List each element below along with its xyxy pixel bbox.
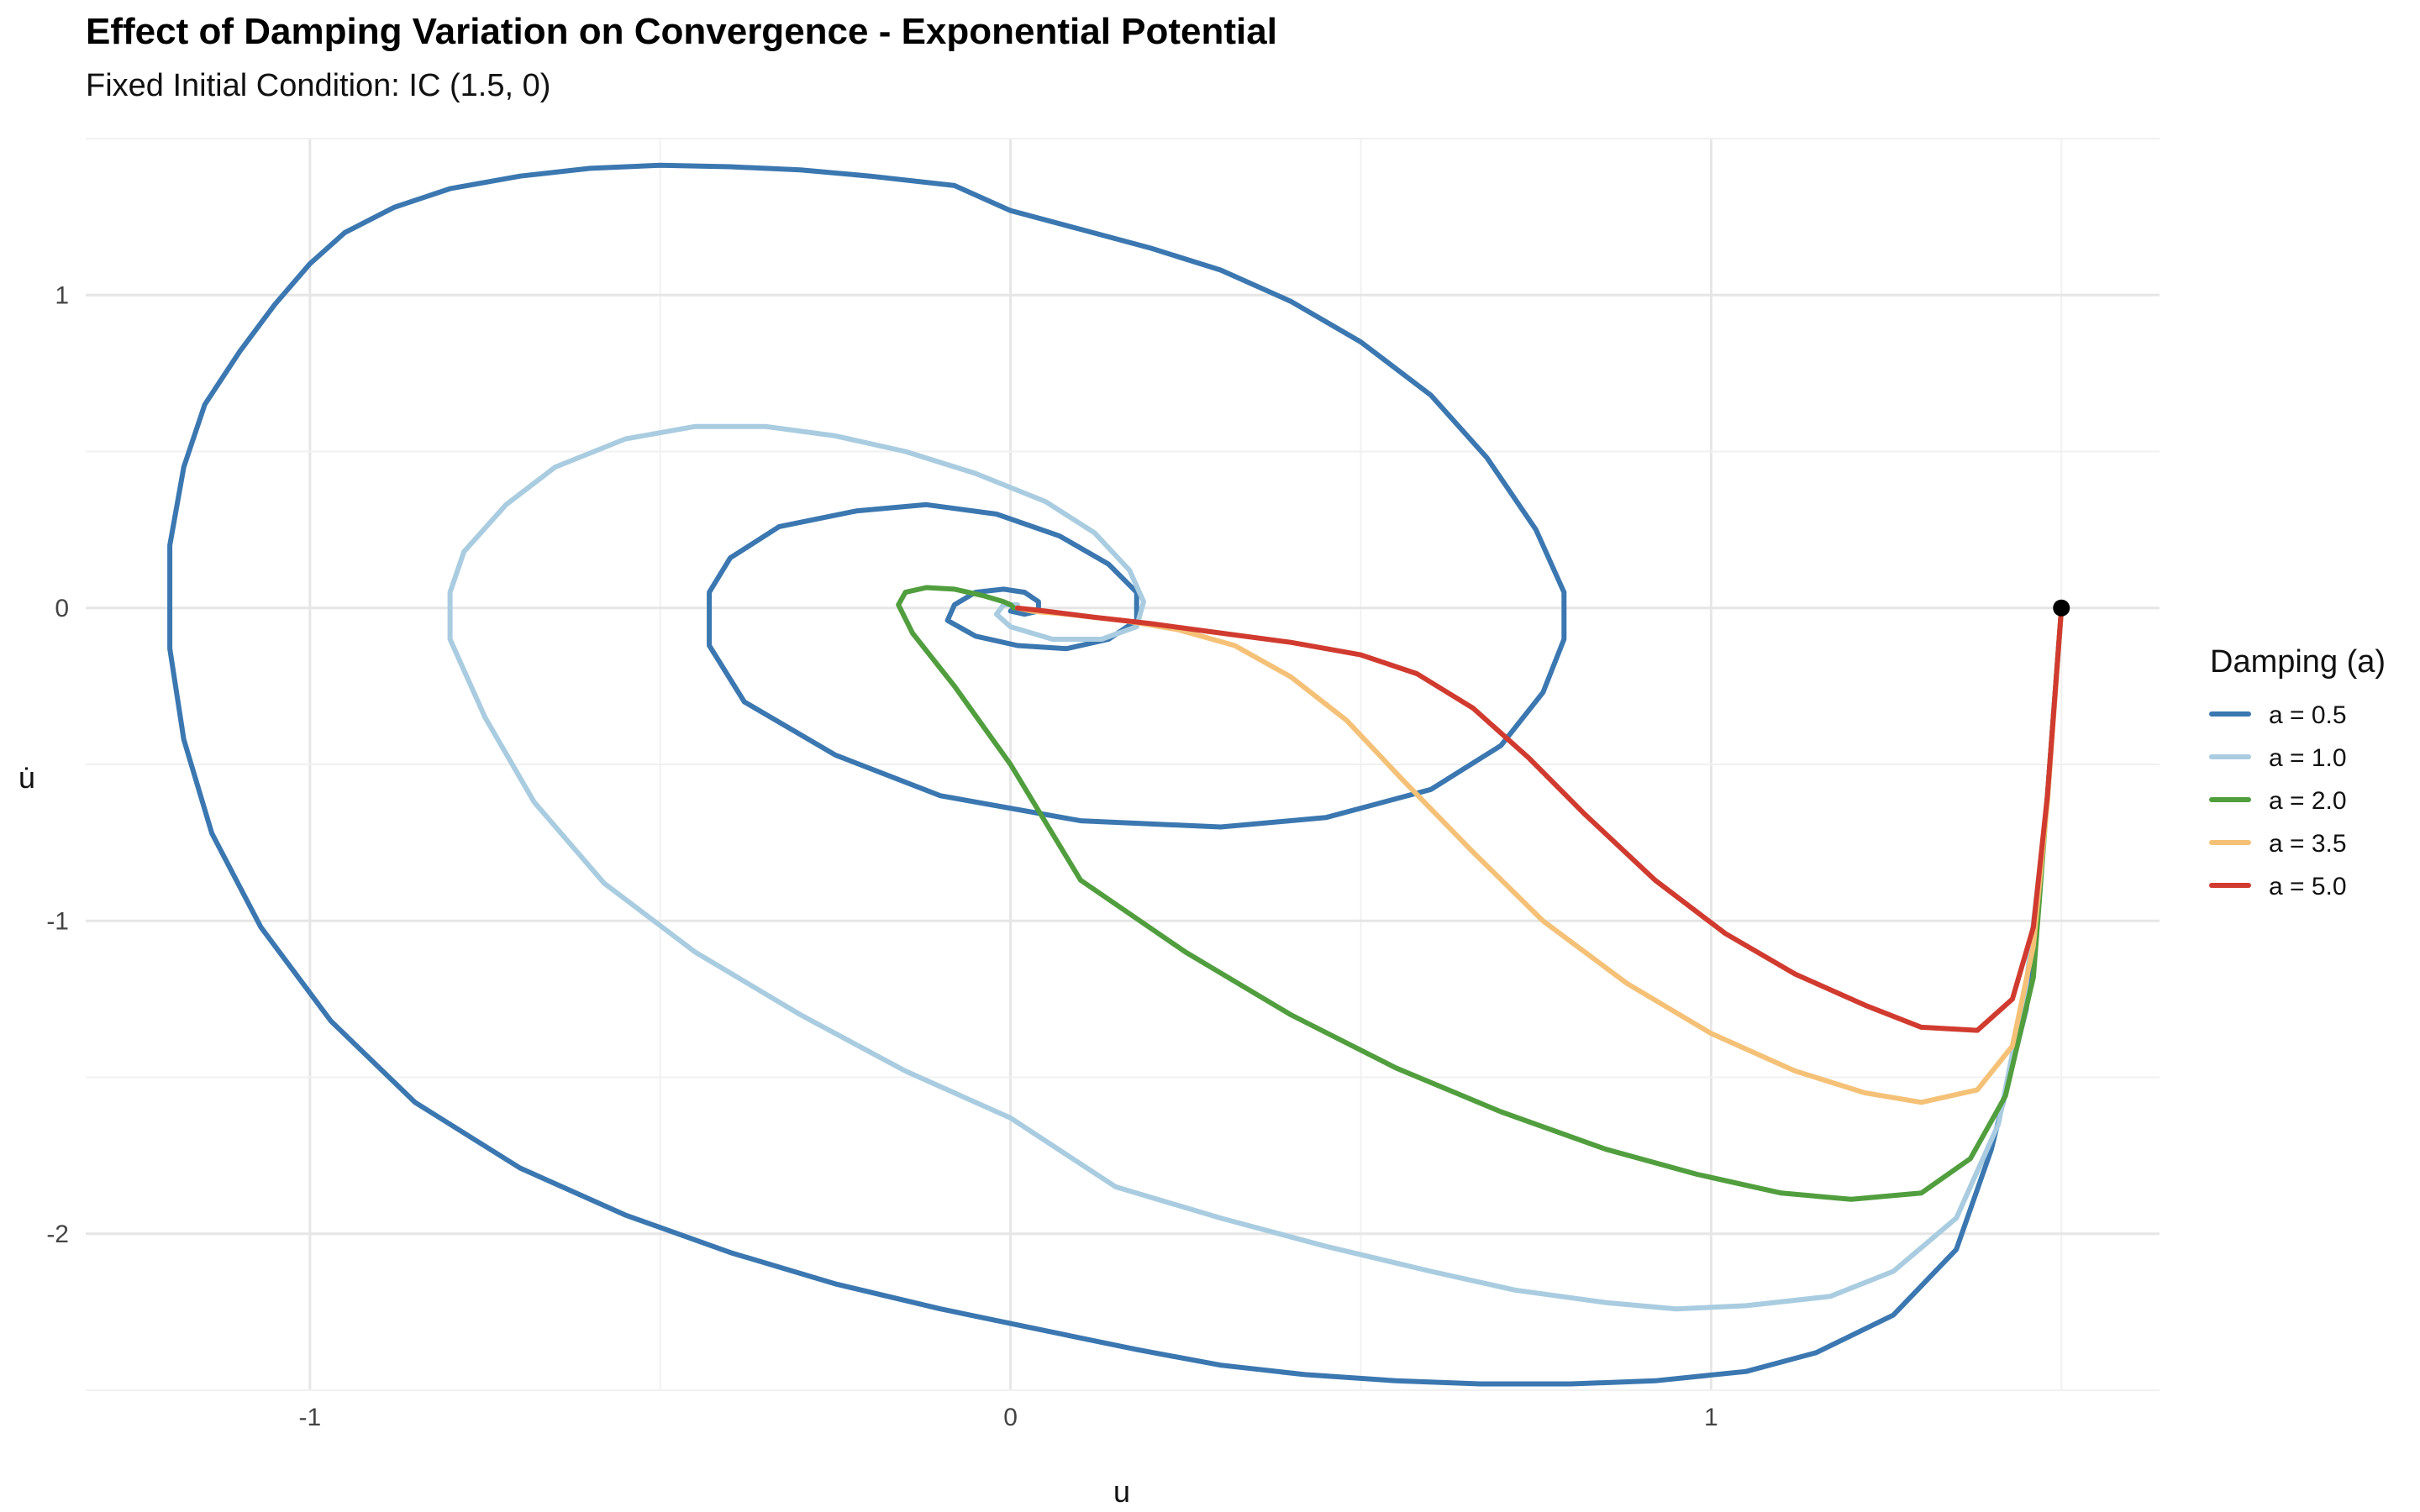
- series-line: [1014, 605, 2065, 1033]
- legend: Damping (a) a = 0.5 a = 1.0 a = 2.0 a = 3.5…: [2209, 644, 2386, 900]
- legend-title: Damping (a): [2210, 644, 2386, 680]
- series-line: [896, 585, 2065, 1202]
- x-axis-label: u: [1113, 1474, 1130, 1509]
- series-line: [447, 423, 2065, 1312]
- grid: [86, 138, 2160, 1391]
- tick-labels: -1 0 1 -2 -1 0 1: [46, 281, 1718, 1431]
- series-line: [167, 162, 2065, 1387]
- x-tick-label: -1: [298, 1404, 321, 1431]
- y-tick-label: 1: [55, 281, 69, 309]
- legend-item-label: a = 2.0: [2269, 787, 2347, 815]
- y-tick-label: -1: [46, 907, 69, 935]
- legend-item-label: a = 3.5: [2269, 830, 2347, 858]
- y-axis-label: u̇: [18, 760, 35, 795]
- legend-item-label: a = 1.0: [2269, 744, 2347, 772]
- series-line: [1014, 605, 2065, 1105]
- initial-condition-point: [2053, 599, 2070, 617]
- x-tick-label: 1: [1704, 1404, 1718, 1431]
- x-tick-label: 0: [1003, 1404, 1018, 1431]
- y-tick-label: 0: [55, 595, 69, 622]
- series-group: [167, 162, 2070, 1387]
- chart-title: Effect of Damping Variation on Convergen…: [86, 11, 1277, 52]
- legend-item-label: a = 0.5: [2269, 701, 2347, 729]
- y-tick-label: -2: [46, 1221, 69, 1248]
- chart-subtitle: Fixed Initial Condition: IC (1.5, 0): [86, 68, 550, 103]
- legend-item-label: a = 5.0: [2269, 873, 2347, 900]
